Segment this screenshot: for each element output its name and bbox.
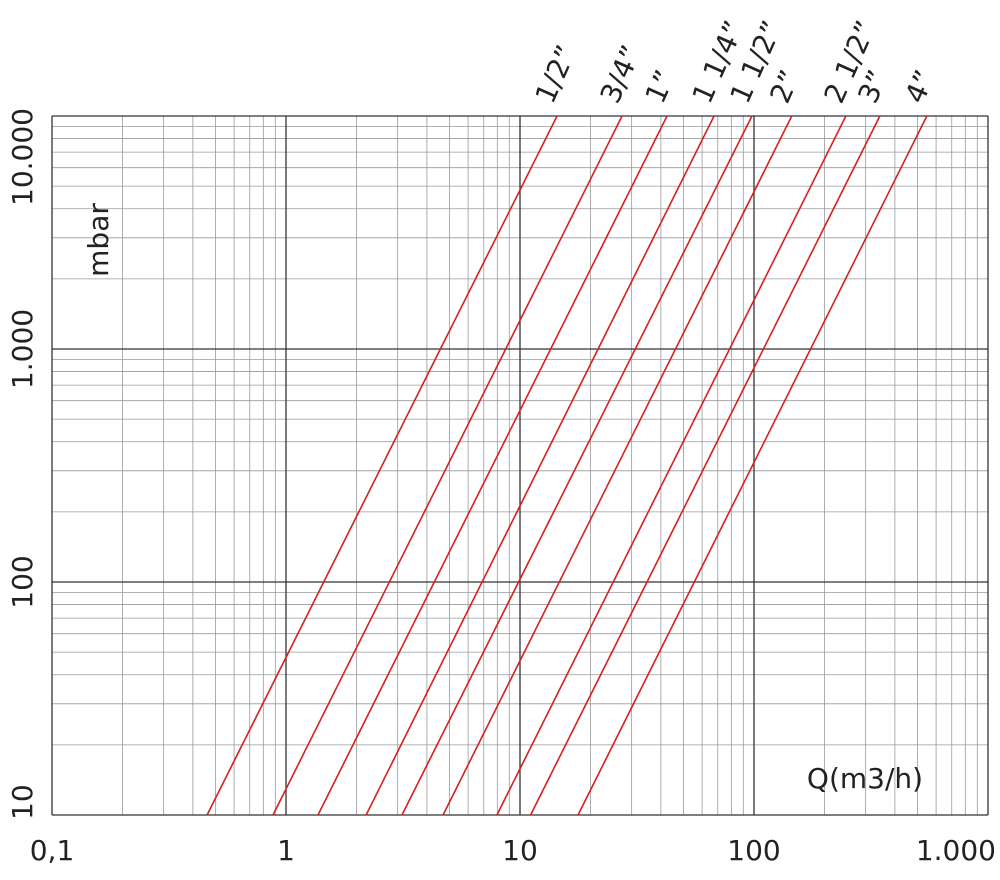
curve — [365, 115, 715, 816]
curve — [496, 115, 847, 816]
legend-label: 3/4” — [594, 40, 648, 108]
curve — [401, 115, 753, 816]
curve — [206, 115, 558, 816]
curve — [272, 115, 623, 816]
curve — [577, 115, 928, 816]
x-tick-label: 0,1 — [30, 834, 75, 867]
curve — [442, 115, 793, 816]
legend-label: 1” — [639, 65, 682, 108]
x-tick-label: 100 — [727, 834, 780, 867]
legend-label: 4” — [898, 65, 941, 108]
curve — [317, 115, 668, 816]
y-tick-label: 10.000 — [6, 108, 39, 206]
x-tick-label: 10 — [502, 834, 538, 867]
grid — [51, 115, 989, 816]
x-axis-label: Q(m3/h) — [807, 762, 923, 795]
y-tick-label: 1.000 — [6, 309, 39, 389]
legend-label: 1/2” — [529, 40, 583, 108]
curve — [529, 115, 881, 816]
y-axis-label: mbar — [82, 203, 115, 277]
x-tick-label: 1 — [277, 834, 295, 867]
x-tick-label: 1.000 — [916, 834, 996, 867]
curves — [206, 115, 928, 816]
y-tick-label: 100 — [6, 555, 39, 608]
y-tick-label: 10 — [6, 784, 39, 820]
